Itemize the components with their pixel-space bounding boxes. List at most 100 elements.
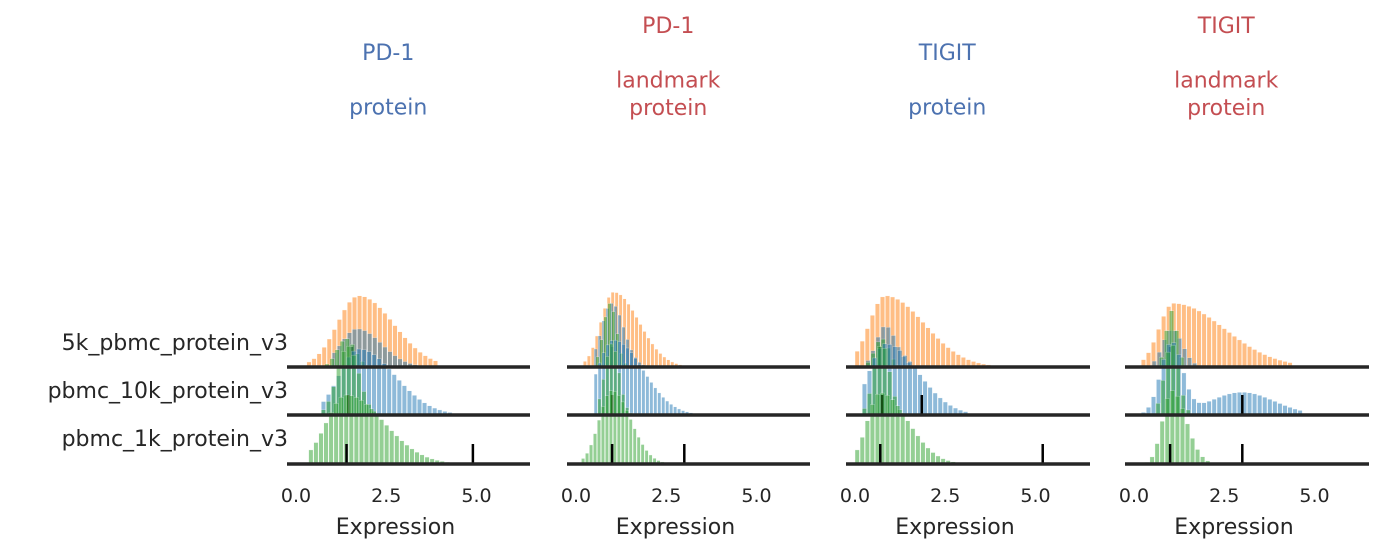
histogram-bar [859, 340, 865, 368]
histogram-bar [649, 382, 654, 416]
histogram-bar [364, 404, 369, 465]
histogram-bar [417, 351, 423, 368]
histogram-bar [308, 449, 314, 465]
histogram-bar [318, 433, 324, 465]
row-label-5k-pbmc-protein-v3: 5k_pbmc_protein_v3 [62, 331, 288, 356]
histogram-bar [1237, 392, 1242, 416]
histogram-bar [412, 395, 417, 416]
histogram-bar [1180, 408, 1185, 465]
histogram-bar [1185, 423, 1190, 465]
histogram-bar [334, 349, 340, 368]
histogram-bar [1206, 400, 1212, 416]
histogram-bar [1191, 308, 1197, 368]
panel-title-line: PD-1 [362, 41, 414, 66]
histogram-bar [1211, 320, 1217, 368]
histogram-bar [940, 343, 946, 368]
histogram-bar [1247, 346, 1253, 368]
histogram-bar [665, 400, 670, 416]
x-tick-label: 5.0 [1299, 485, 1329, 507]
histogram-bar [417, 399, 422, 416]
histogram-bar [625, 347, 630, 416]
histogram-bar [1226, 393, 1232, 416]
histogram-bar [624, 410, 629, 465]
x-tick-label: 2.5 [930, 485, 960, 507]
histogram-bar [650, 343, 655, 368]
histogram-bar [389, 430, 395, 465]
histogram-bar [1191, 398, 1197, 416]
histogram-bar [1247, 392, 1253, 416]
histogram-bar [907, 361, 913, 416]
histogram-bar [589, 444, 593, 465]
histogram-bar [593, 433, 597, 465]
x-tick-label: 0.0 [561, 485, 591, 507]
histogram-bar [864, 420, 870, 465]
histogram-bar [333, 403, 339, 465]
histogram-bar [910, 428, 916, 465]
histogram-bar [905, 420, 911, 465]
histogram-bar [1221, 395, 1227, 416]
x-tick-label: 5.0 [1020, 485, 1050, 507]
x-tick-label: 2.5 [1209, 485, 1239, 507]
histogram-bar [401, 385, 407, 416]
histogram-bar [409, 448, 415, 465]
histogram-bar [379, 419, 385, 465]
histogram-bar [646, 337, 651, 368]
panel-title-line: protein [1187, 96, 1265, 121]
histogram-bar [859, 437, 865, 465]
histogram-bar [915, 316, 921, 368]
histogram-green-row-3 [308, 394, 455, 465]
histogram-bar [937, 397, 943, 416]
histogram-bar [1231, 336, 1237, 368]
histogram-bar [628, 419, 633, 465]
x-tick-label: 5.0 [461, 485, 491, 507]
histogram-bar [637, 364, 642, 416]
histogram-bar [629, 352, 634, 416]
panel-title-line: PD-1 [642, 14, 694, 39]
histogram-bar [661, 397, 666, 416]
histogram-bar [1164, 398, 1170, 465]
panel-1: PD-1 protein 0.0 2.5 5.0 Expression [281, 41, 530, 540]
histogram-bar [1252, 393, 1258, 416]
histogram-bar [912, 367, 918, 416]
histogram-bar [1206, 317, 1212, 368]
histogram-bar [406, 390, 412, 416]
histogram-bar [1216, 396, 1222, 416]
histogram-bar [1159, 421, 1165, 465]
histogram-bar [950, 351, 956, 368]
histogram-bar [620, 401, 625, 465]
histogram-bar [616, 395, 621, 465]
histogram-bar [387, 351, 393, 368]
histogram-bar [605, 395, 609, 465]
histogram-bar [323, 422, 329, 465]
histogram-bar [394, 435, 400, 465]
histogram-bar [1221, 328, 1227, 368]
histogram-bar [1267, 398, 1273, 416]
row-label-pbmc-10k-protein-v3: pbmc_10k_protein_v3 [48, 379, 288, 404]
histogram-bar [1272, 401, 1278, 416]
histogram-bar [1146, 352, 1151, 368]
histogram-bar [1154, 443, 1160, 465]
row-label-pbmc-1k-protein-v3: pbmc_1k_protein_v3 [62, 427, 288, 452]
histogram-bar [942, 401, 948, 416]
histogram-bar [391, 374, 397, 416]
histogram-bar [1196, 310, 1202, 368]
x-axis-label: Expression [336, 515, 455, 540]
histogram-bar [1190, 438, 1195, 465]
histogram-bar [854, 449, 860, 465]
histogram-bar [593, 373, 598, 416]
histogram-bar [369, 408, 374, 465]
histogram-bar [922, 381, 928, 416]
histogram-bar [358, 400, 364, 465]
histogram-bar [632, 428, 637, 465]
histogram-bar [1237, 339, 1242, 368]
histogram-bar [1155, 403, 1161, 416]
histogram-bar [920, 442, 926, 465]
histogram-bar [1262, 396, 1268, 416]
histogram-bar [925, 327, 931, 368]
histogram-bar [875, 393, 880, 465]
histogram-bar [1151, 396, 1156, 416]
histogram-bar [1201, 402, 1207, 416]
x-tick-label: 0.0 [840, 485, 870, 507]
